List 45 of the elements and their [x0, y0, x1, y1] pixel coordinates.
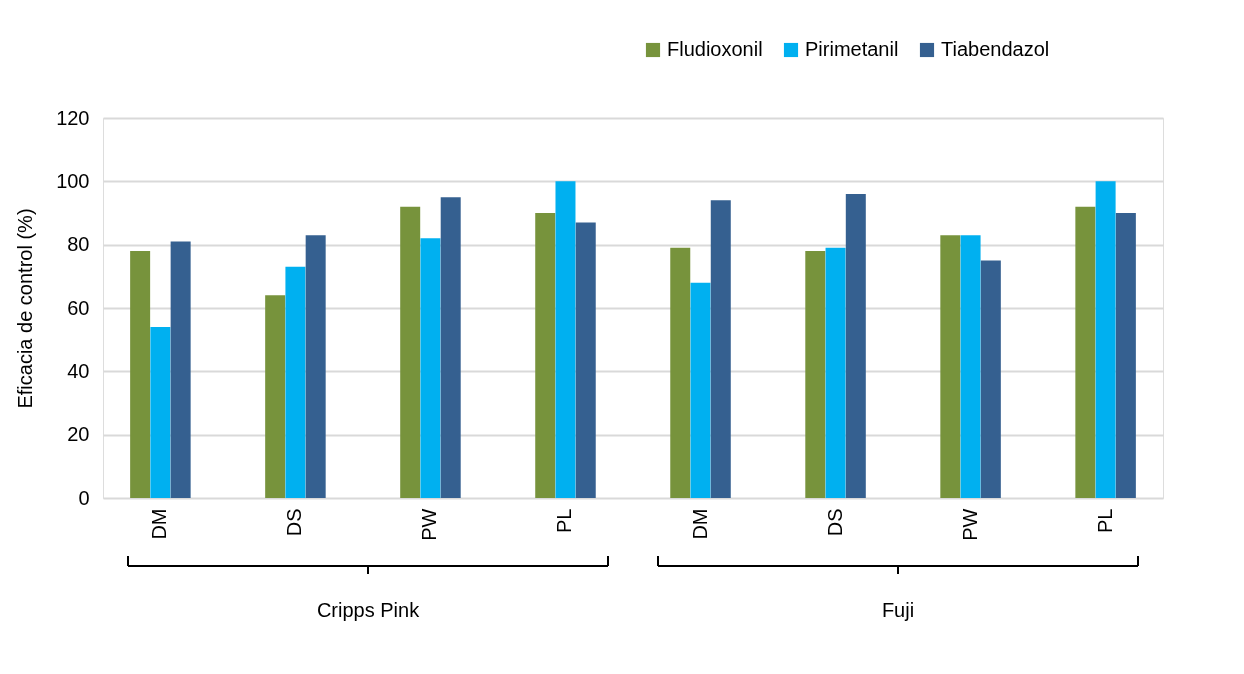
- bar: [575, 222, 596, 498]
- bar: [400, 206, 421, 498]
- bar: [1075, 206, 1096, 498]
- bar: [1115, 213, 1136, 498]
- bar: [170, 241, 191, 498]
- legend-label: Fludioxonil: [667, 38, 763, 60]
- bar: [960, 235, 981, 498]
- x-tick-label: DS: [823, 508, 846, 537]
- bar: [265, 295, 286, 498]
- bar: [130, 251, 151, 498]
- bar: [980, 260, 1001, 498]
- bar: [555, 181, 576, 498]
- x-tick-label: DM: [148, 508, 171, 540]
- bar: [825, 247, 846, 498]
- bar: [1095, 181, 1116, 498]
- legend-label: Pirimetanil: [805, 38, 899, 60]
- y-axis-title: Eficacia de control (%): [14, 208, 37, 409]
- y-tick-label: 20: [67, 423, 90, 446]
- bar: [305, 235, 326, 498]
- bar: [535, 213, 556, 498]
- y-tick-label: 100: [56, 169, 90, 192]
- x-tick-label: DM: [688, 508, 711, 540]
- y-tick-label: 80: [67, 233, 90, 256]
- x-tick-label: PW: [958, 508, 981, 541]
- legend-label: Tiabendazol: [941, 38, 1050, 60]
- bar: [670, 247, 691, 498]
- bar: [690, 282, 711, 498]
- y-tick-label: 0: [78, 486, 90, 509]
- x-tick-label: DS: [283, 508, 306, 537]
- bar: [940, 235, 961, 498]
- bar: [805, 251, 826, 498]
- bar: [285, 266, 306, 498]
- bar: [420, 238, 441, 498]
- y-tick-label: 40: [67, 359, 90, 382]
- bar: [710, 200, 731, 498]
- bar: [440, 197, 461, 498]
- y-tick-label: 60: [67, 296, 90, 319]
- x-tick-label: PL: [553, 508, 576, 533]
- text: Fuji: [881, 599, 915, 621]
- bar: [150, 327, 171, 498]
- x-tick-label: PL: [1093, 508, 1116, 533]
- y-tick-label: 120: [56, 106, 90, 129]
- bar: [845, 194, 866, 498]
- x-tick-label: PW: [418, 508, 441, 541]
- text: Cripps Pink: [316, 599, 421, 621]
